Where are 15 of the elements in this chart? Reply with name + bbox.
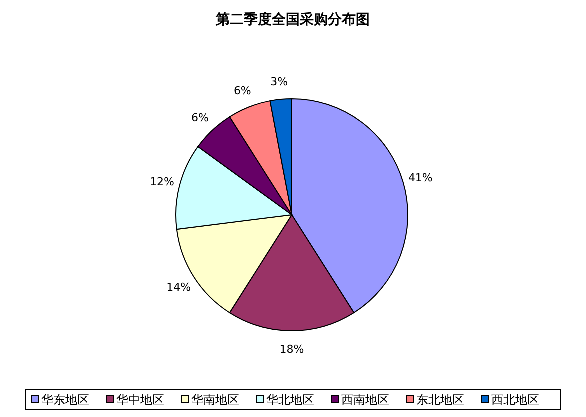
data-label: 3% <box>270 76 288 89</box>
legend-label: 华北地区 <box>266 393 314 407</box>
data-label: 18% <box>280 343 304 356</box>
data-label: 6% <box>192 111 209 124</box>
chart-title: 第二季度全国采购分布图 <box>215 11 370 28</box>
legend-label: 西北地区 <box>492 393 540 407</box>
legend-label: 华中地区 <box>116 393 164 407</box>
legend-label: 华南地区 <box>192 393 240 407</box>
legend-label: 华东地区 <box>42 393 90 407</box>
data-label: 6% <box>234 84 252 98</box>
legend-label: 东北地区 <box>416 393 464 407</box>
data-label: 14% <box>166 280 192 294</box>
data-label: 12% <box>150 176 174 189</box>
data-label: 41% <box>408 172 433 185</box>
legend-label: 西南地区 <box>342 393 390 407</box>
